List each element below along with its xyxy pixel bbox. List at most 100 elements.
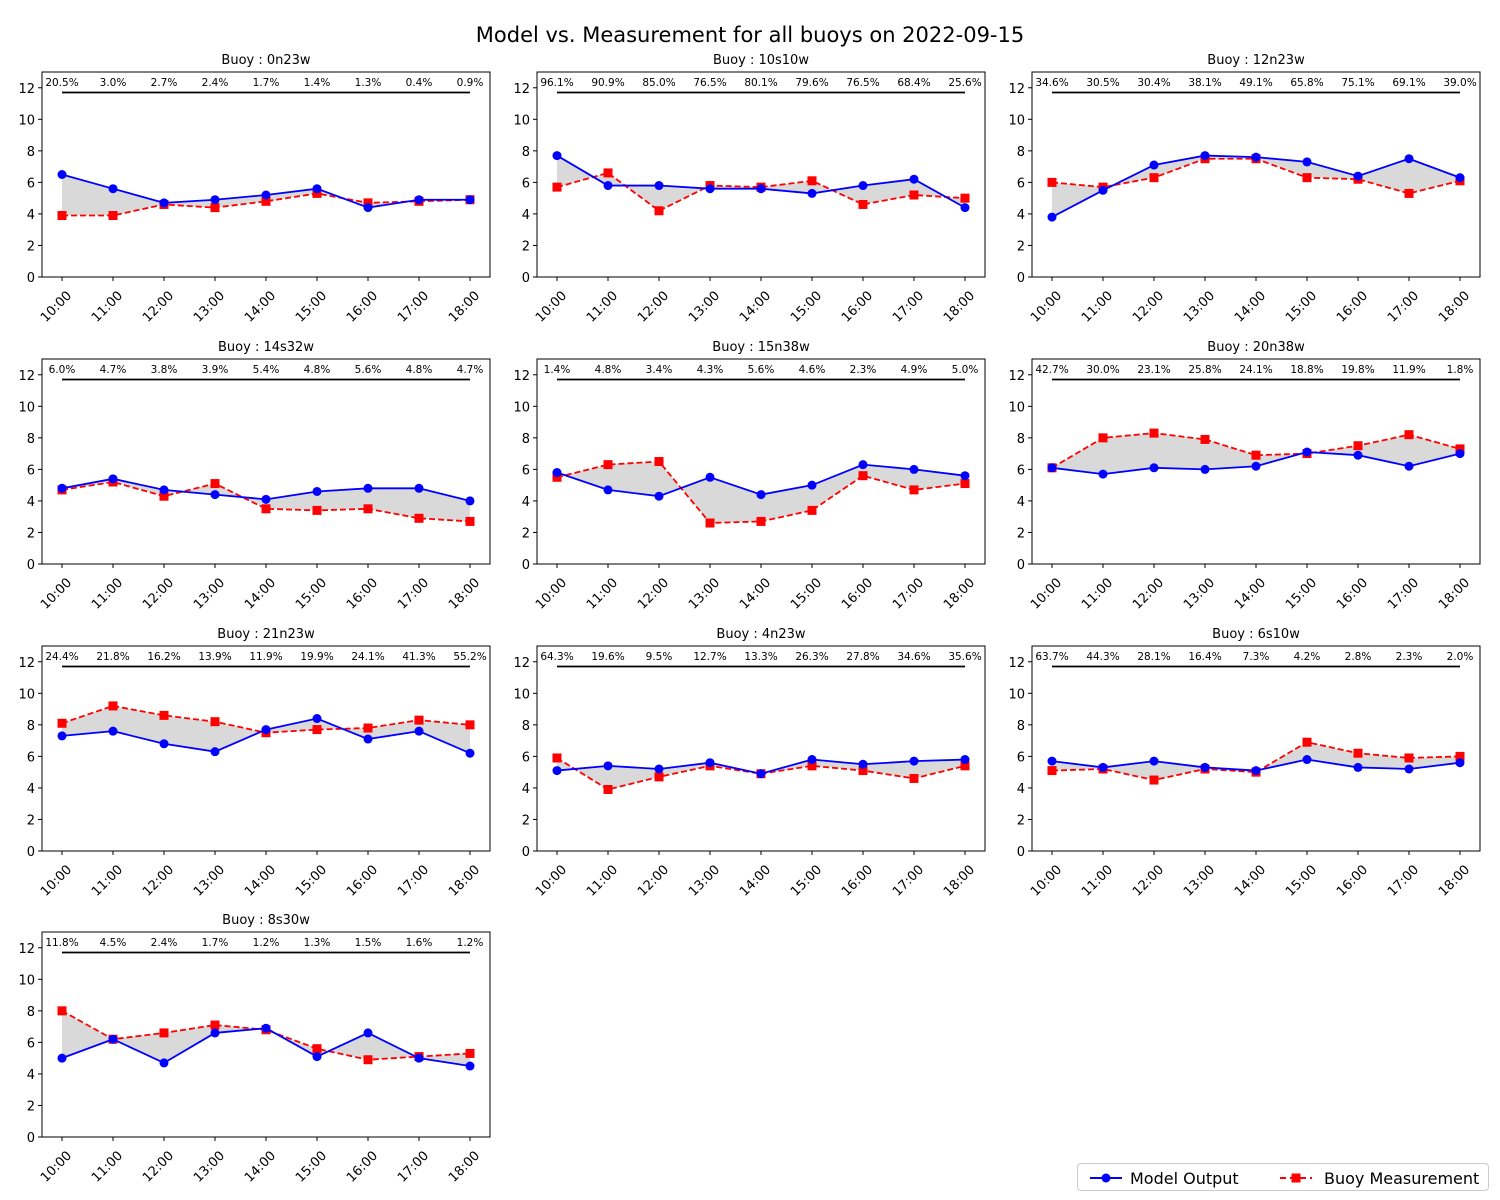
percentage-label: 76.5% bbox=[693, 77, 726, 89]
y-tick-label: 4 bbox=[1017, 495, 1025, 510]
percentage-label: 41.3% bbox=[402, 651, 435, 663]
percentage-label: 4.7% bbox=[457, 364, 484, 376]
model-point bbox=[159, 198, 169, 208]
y-tick-label: 10 bbox=[513, 400, 530, 415]
measurement-point bbox=[909, 485, 919, 495]
measurement-point bbox=[1149, 428, 1159, 438]
x-tick-label: 16:00 bbox=[839, 575, 876, 612]
difference-area bbox=[557, 155, 965, 211]
x-tick-label: 11:00 bbox=[1079, 575, 1116, 612]
y-tick-label: 8 bbox=[1017, 145, 1025, 160]
x-tick-label: 18:00 bbox=[446, 862, 483, 899]
x-tick-label: 18:00 bbox=[1436, 575, 1473, 612]
percentage-label: 5.0% bbox=[952, 364, 979, 376]
x-tick-label: 10:00 bbox=[38, 575, 75, 612]
percentage-label: 63.7% bbox=[1035, 651, 1068, 663]
percentage-label: 19.6% bbox=[591, 651, 624, 663]
y-tick-label: 0 bbox=[522, 558, 530, 573]
x-tick-label: 14:00 bbox=[737, 288, 774, 325]
x-tick-label: 15:00 bbox=[293, 1148, 330, 1185]
y-tick-label: 8 bbox=[27, 432, 35, 447]
measurement-point bbox=[654, 772, 664, 782]
subplot-title: Buoy : 0n23w bbox=[221, 53, 311, 68]
plot-frame bbox=[1031, 645, 1481, 852]
y-tick-label: 2 bbox=[27, 813, 35, 828]
x-tick-label: 16:00 bbox=[839, 862, 876, 899]
x-tick-label: 18:00 bbox=[446, 1148, 483, 1185]
measurement-point bbox=[261, 504, 271, 514]
model-point bbox=[261, 1023, 271, 1033]
x-tick-label: 10:00 bbox=[1028, 575, 1065, 612]
y-tick-label: 10 bbox=[1008, 400, 1025, 415]
measurement-point bbox=[1302, 737, 1312, 747]
model-point bbox=[159, 485, 169, 495]
percentage-label: 35.6% bbox=[948, 651, 981, 663]
y-tick-label: 0 bbox=[1017, 271, 1025, 286]
subplot-title: Buoy : 10s10w bbox=[713, 53, 809, 68]
y-tick-label: 8 bbox=[27, 719, 35, 734]
x-tick-label: 14:00 bbox=[737, 862, 774, 899]
percentage-label: 85.0% bbox=[642, 77, 675, 89]
x-tick-label: 18:00 bbox=[941, 862, 978, 899]
subplot: Buoy : 10s10w 96.1% 90.9% 85.0% 76.5% 80.1% 79… bbox=[513, 53, 986, 326]
x-tick-label: 11:00 bbox=[1079, 862, 1116, 899]
x-tick-label: 10:00 bbox=[533, 575, 570, 612]
subplot-title: Buoy : 6s10w bbox=[1212, 627, 1300, 642]
percentage-label: 24.4% bbox=[45, 651, 78, 663]
model-point bbox=[603, 181, 613, 191]
model-point bbox=[57, 1053, 67, 1063]
percentage-label: 0.4% bbox=[406, 77, 433, 89]
percentage-label: 13.3% bbox=[744, 651, 777, 663]
subplot-title: Buoy : 14s32w bbox=[218, 340, 314, 355]
y-tick-label: 6 bbox=[522, 463, 530, 478]
difference-area bbox=[1052, 155, 1460, 218]
percentage-label: 25.8% bbox=[1188, 364, 1221, 376]
subplot: Buoy : 14s32w 6.0% 4.7% 3.8% 3.9% 5.4% 4.8% 5.6… bbox=[18, 340, 491, 613]
percentage-label: 2.7% bbox=[151, 77, 178, 89]
percentage-label: 1.6% bbox=[406, 937, 433, 949]
y-tick-label: 10 bbox=[513, 113, 530, 128]
y-tick-label: 8 bbox=[27, 145, 35, 160]
percentage-label: 21.8% bbox=[96, 651, 129, 663]
model-point bbox=[312, 1052, 322, 1062]
model-point bbox=[363, 483, 373, 493]
measurement-point bbox=[57, 211, 67, 220]
model-point bbox=[1149, 463, 1159, 473]
percentage-label: 3.8% bbox=[151, 364, 178, 376]
model-point bbox=[807, 480, 817, 490]
measurement-point bbox=[909, 190, 919, 200]
x-tick-label: 16:00 bbox=[839, 288, 876, 325]
percentage-label: 2.3% bbox=[850, 364, 877, 376]
subplot-title: Buoy : 8s30w bbox=[222, 913, 310, 928]
y-tick-label: 4 bbox=[1017, 208, 1025, 223]
y-tick-label: 6 bbox=[1017, 176, 1025, 191]
x-tick-label: 15:00 bbox=[1283, 288, 1320, 325]
measurement-point bbox=[858, 199, 868, 209]
y-tick-label: 0 bbox=[522, 271, 530, 286]
percentage-label: 1.2% bbox=[457, 937, 484, 949]
y-tick-label: 12 bbox=[18, 369, 35, 384]
x-tick-label: 11:00 bbox=[89, 1148, 126, 1185]
x-tick-label: 16:00 bbox=[344, 1148, 381, 1185]
model-point bbox=[705, 758, 715, 768]
model-point bbox=[1098, 185, 1108, 195]
x-tick-label: 10:00 bbox=[1028, 862, 1065, 899]
model-point bbox=[1302, 755, 1312, 765]
measurement-point bbox=[1404, 753, 1414, 763]
measurement-point bbox=[210, 203, 220, 213]
x-tick-label: 12:00 bbox=[635, 288, 672, 325]
measurement-point bbox=[312, 188, 322, 198]
y-tick-label: 6 bbox=[522, 750, 530, 765]
subplot: Buoy : 12n23w 34.6% 30.5% 30.4% 38.1% 49.1% 65… bbox=[1008, 53, 1481, 326]
x-tick-label: 12:00 bbox=[1130, 862, 1167, 899]
model-point bbox=[1200, 151, 1210, 161]
measurement-point bbox=[960, 193, 970, 203]
x-tick-label: 14:00 bbox=[242, 288, 279, 325]
y-tick-label: 0 bbox=[27, 1131, 35, 1146]
percentage-label: 2.4% bbox=[202, 77, 229, 89]
x-tick-label: 15:00 bbox=[1283, 862, 1320, 899]
x-tick-label: 17:00 bbox=[1385, 288, 1422, 325]
measurement-point bbox=[210, 479, 220, 489]
y-tick-label: 12 bbox=[1008, 369, 1025, 384]
measurement-point bbox=[756, 516, 766, 526]
